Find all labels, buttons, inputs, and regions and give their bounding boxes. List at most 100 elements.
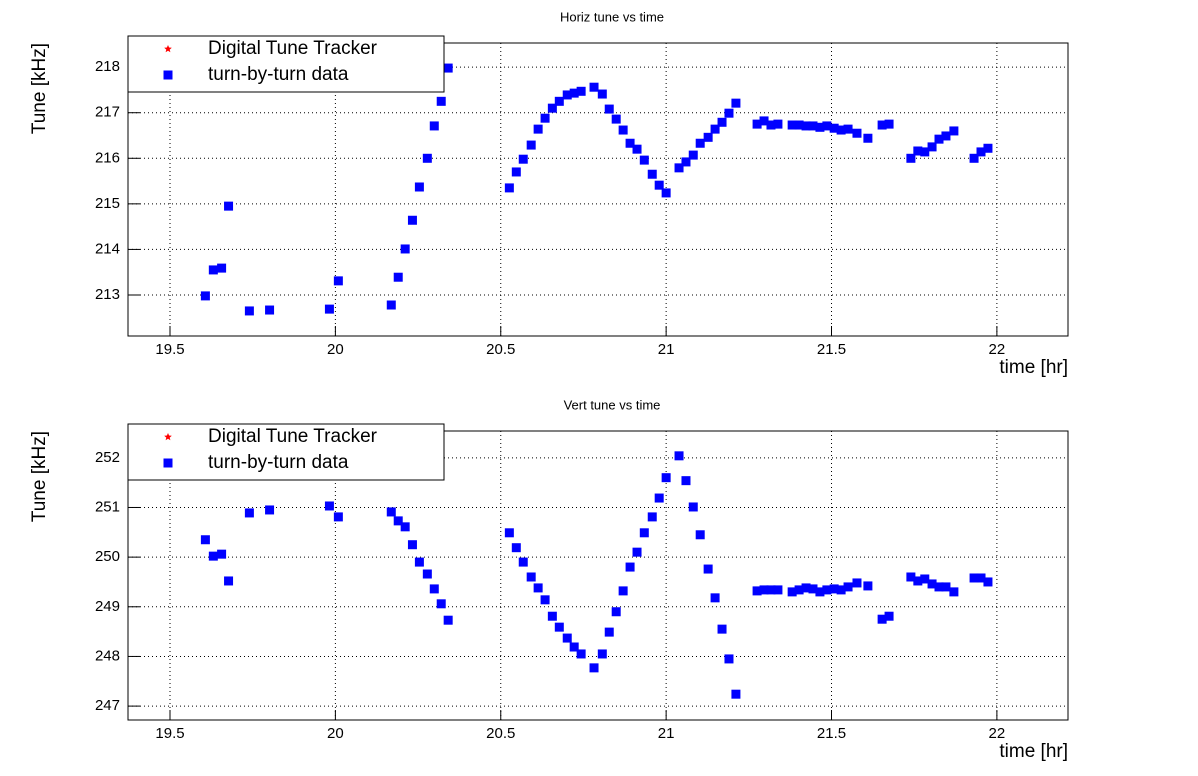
plot-frame: [127, 42, 1069, 337]
data-point: [604, 627, 614, 637]
legend-label: turn-by-turn data: [208, 452, 349, 473]
data-point: [604, 104, 614, 114]
data-point: [511, 167, 521, 177]
data-point: [386, 300, 396, 310]
data-point: [576, 649, 586, 659]
data-point: [625, 138, 635, 148]
data-point: [611, 607, 621, 617]
y-tick-label: 252: [95, 449, 120, 466]
data-point: [443, 63, 453, 73]
data-point: [794, 120, 804, 130]
data-point: [695, 530, 705, 540]
data-point: [681, 476, 691, 486]
data-point: [208, 551, 218, 561]
data-point: [324, 304, 334, 314]
legend-label: Digital Tune Tracker: [208, 426, 378, 447]
y-tick-label: 250: [95, 548, 120, 565]
data-point: [983, 577, 993, 587]
x-tick-label: 22: [989, 341, 1006, 358]
chart-title: Horiz tune vs time: [560, 9, 664, 24]
data-point: [400, 522, 410, 532]
data-point: [569, 88, 579, 98]
data-point: [265, 505, 275, 515]
x-tick-label: 20: [327, 725, 344, 742]
data-point: [414, 182, 424, 192]
data-point: [731, 98, 741, 108]
x-axis-label: time [hr]: [999, 357, 1068, 378]
data-point: [597, 649, 607, 659]
data-point: [547, 611, 557, 621]
data-point: [393, 272, 403, 282]
data-point: [639, 155, 649, 165]
data-point: [884, 119, 894, 129]
legend-label: Digital Tune Tracker: [208, 38, 378, 59]
data-point: [333, 512, 343, 522]
data-point: [639, 528, 649, 538]
data-point: [731, 689, 741, 699]
data-point: [333, 276, 343, 286]
data-point: [661, 473, 671, 483]
y-tick-label: 213: [95, 286, 120, 303]
data-point: [884, 611, 894, 621]
data-point: [429, 121, 439, 131]
data-point: [526, 572, 536, 582]
data-point: [794, 585, 804, 595]
data-point: [752, 119, 762, 129]
data-point: [863, 133, 873, 143]
data-point: [773, 585, 783, 595]
data-point: [576, 86, 586, 96]
data-point: [625, 562, 635, 572]
data-point: [611, 114, 621, 124]
data-point: [674, 163, 684, 173]
y-tick-label: 218: [95, 58, 120, 75]
data-point: [787, 120, 797, 130]
data-point: [852, 578, 862, 588]
data-point: [526, 140, 536, 150]
x-tick-label: 22: [989, 725, 1006, 742]
data-point: [414, 557, 424, 567]
y-tick-label: 247: [95, 697, 120, 714]
data-point: [695, 138, 705, 148]
data-point: [224, 201, 234, 211]
y-tick-label: 251: [95, 498, 120, 515]
legend-marker: [163, 70, 173, 80]
data-point: [710, 124, 720, 134]
data-point: [688, 150, 698, 160]
data-point: [324, 501, 334, 511]
data-point: [429, 584, 439, 594]
x-tick-label: 21.5: [817, 725, 846, 742]
data-point: [436, 599, 446, 609]
data-point: [562, 633, 572, 643]
data-point: [569, 642, 579, 652]
data-point: [533, 124, 543, 134]
x-tick-label: 20: [327, 341, 344, 358]
data-point: [661, 188, 671, 198]
data-point: [766, 120, 776, 130]
data-point: [836, 125, 846, 135]
data-point: [618, 586, 628, 596]
data-point: [906, 153, 916, 163]
y-tick-label: 217: [95, 104, 120, 121]
data-point: [393, 516, 403, 526]
data-point: [808, 584, 818, 594]
data-point: [200, 291, 210, 301]
data-point: [518, 557, 528, 567]
x-tick-label: 20.5: [486, 725, 515, 742]
data-point: [554, 622, 564, 632]
data-point: [815, 587, 825, 597]
legend-label: turn-by-turn data: [208, 64, 349, 85]
data-point: [976, 147, 986, 157]
data-point: [562, 90, 572, 100]
data-point: [877, 614, 887, 624]
legend-marker: [164, 433, 172, 441]
data-point: [724, 108, 734, 118]
data-point: [533, 583, 543, 593]
data-point: [654, 493, 664, 503]
legend-box: [127, 423, 445, 481]
y-axis-label: Tune [kHz]: [29, 43, 50, 134]
data-point: [927, 579, 937, 589]
data-point: [681, 157, 691, 167]
data-point: [674, 451, 684, 461]
data-point: [632, 547, 642, 557]
